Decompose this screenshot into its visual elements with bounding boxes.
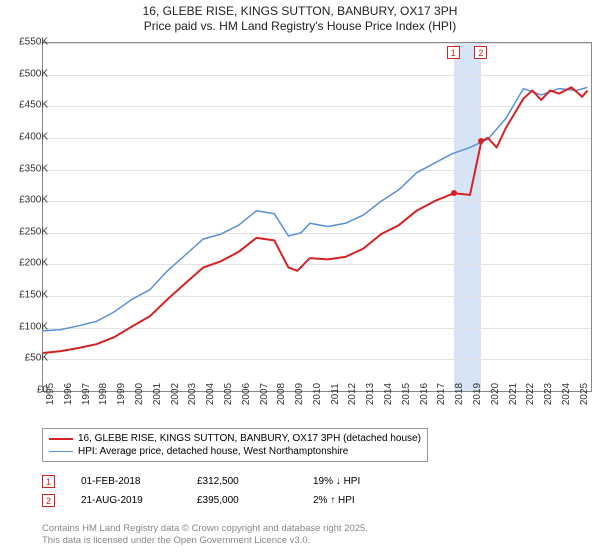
marker-icon: 2: [42, 494, 55, 507]
y-axis-label: £350K: [8, 163, 48, 174]
price-point-icon: [478, 138, 484, 144]
x-axis-label: 2017: [436, 383, 447, 405]
transaction-delta: 2% ↑ HPI: [313, 495, 403, 506]
x-axis-label: 2015: [401, 383, 412, 405]
y-axis-label: £450K: [8, 100, 48, 111]
y-axis-label: £0: [8, 385, 48, 396]
y-axis-label: £500K: [8, 68, 48, 79]
x-axis-label: 2024: [561, 383, 572, 405]
legend-row: HPI: Average price, detached house, West…: [49, 445, 421, 458]
x-axis-label: 2007: [259, 383, 270, 405]
x-axis-label: 2025: [579, 383, 590, 405]
x-axis-label: 2021: [508, 383, 519, 405]
x-axis-label: 2016: [419, 383, 430, 405]
transaction-price: £312,500: [197, 476, 287, 487]
x-axis-label: 2001: [152, 383, 163, 405]
transaction-delta: 19% ↓ HPI: [313, 476, 403, 487]
legend-swatch-icon: [49, 438, 73, 440]
table-row: 1 01-FEB-2018 £312,500 19% ↓ HPI: [42, 472, 403, 491]
legend-swatch-icon: [49, 451, 73, 452]
legend-label: HPI: Average price, detached house, West…: [78, 446, 348, 457]
page-title-line1: 16, GLEBE RISE, KINGS SUTTON, BANBURY, O…: [0, 4, 600, 19]
x-axis-label: 2000: [134, 383, 145, 405]
legend: 16, GLEBE RISE, KINGS SUTTON, BANBURY, O…: [42, 428, 428, 462]
x-axis-label: 1996: [63, 383, 74, 405]
x-axis-label: 2006: [241, 383, 252, 405]
y-axis-label: £150K: [8, 290, 48, 301]
y-axis-label: £50K: [8, 353, 48, 364]
y-axis-label: £100K: [8, 321, 48, 332]
transaction-price: £395,000: [197, 495, 287, 506]
x-axis-label: 1998: [98, 383, 109, 405]
price-chart: [42, 42, 592, 392]
page-title-line2: Price paid vs. HM Land Registry's House …: [0, 19, 600, 34]
x-axis-label: 2009: [294, 383, 305, 405]
table-row: 2 21-AUG-2019 £395,000 2% ↑ HPI: [42, 491, 403, 510]
x-axis-label: 2002: [170, 383, 181, 405]
y-axis-label: £200K: [8, 258, 48, 269]
marker-icon: 2: [474, 46, 487, 59]
x-axis-label: 2019: [472, 383, 483, 405]
y-axis-label: £300K: [8, 195, 48, 206]
footer-line: This data is licensed under the Open Gov…: [42, 535, 368, 547]
footer-line: Contains HM Land Registry data © Crown c…: [42, 523, 368, 535]
x-axis-label: 2011: [330, 383, 341, 405]
x-axis-label: 1999: [116, 383, 127, 405]
x-axis-label: 2005: [223, 383, 234, 405]
x-axis-label: 2004: [205, 383, 216, 405]
x-axis-label: 1997: [81, 383, 92, 405]
marker-icon: 1: [42, 475, 55, 488]
y-axis-label: £400K: [8, 131, 48, 142]
x-axis-label: 1995: [45, 383, 56, 405]
x-axis-label: 2018: [454, 383, 465, 405]
x-axis-label: 2023: [543, 383, 554, 405]
legend-row: 16, GLEBE RISE, KINGS SUTTON, BANBURY, O…: [49, 432, 421, 445]
transactions-table: 1 01-FEB-2018 £312,500 19% ↓ HPI 2 21-AU…: [42, 472, 403, 510]
x-axis-label: 2013: [365, 383, 376, 405]
marker-icon: 1: [447, 46, 460, 59]
x-axis-label: 2020: [490, 383, 501, 405]
x-axis-label: 2003: [187, 383, 198, 405]
x-axis-label: 2010: [312, 383, 323, 405]
legend-label: 16, GLEBE RISE, KINGS SUTTON, BANBURY, O…: [78, 433, 421, 444]
x-axis-label: 2014: [383, 383, 394, 405]
transaction-date: 21-AUG-2019: [81, 495, 171, 506]
y-axis-label: £250K: [8, 226, 48, 237]
transaction-date: 01-FEB-2018: [81, 476, 171, 487]
x-axis-label: 2022: [525, 383, 536, 405]
x-axis-label: 2008: [276, 383, 287, 405]
y-axis-label: £550K: [8, 37, 48, 48]
footer-attribution: Contains HM Land Registry data © Crown c…: [42, 523, 368, 547]
x-axis-label: 2012: [347, 383, 358, 405]
price-point-icon: [451, 190, 457, 196]
